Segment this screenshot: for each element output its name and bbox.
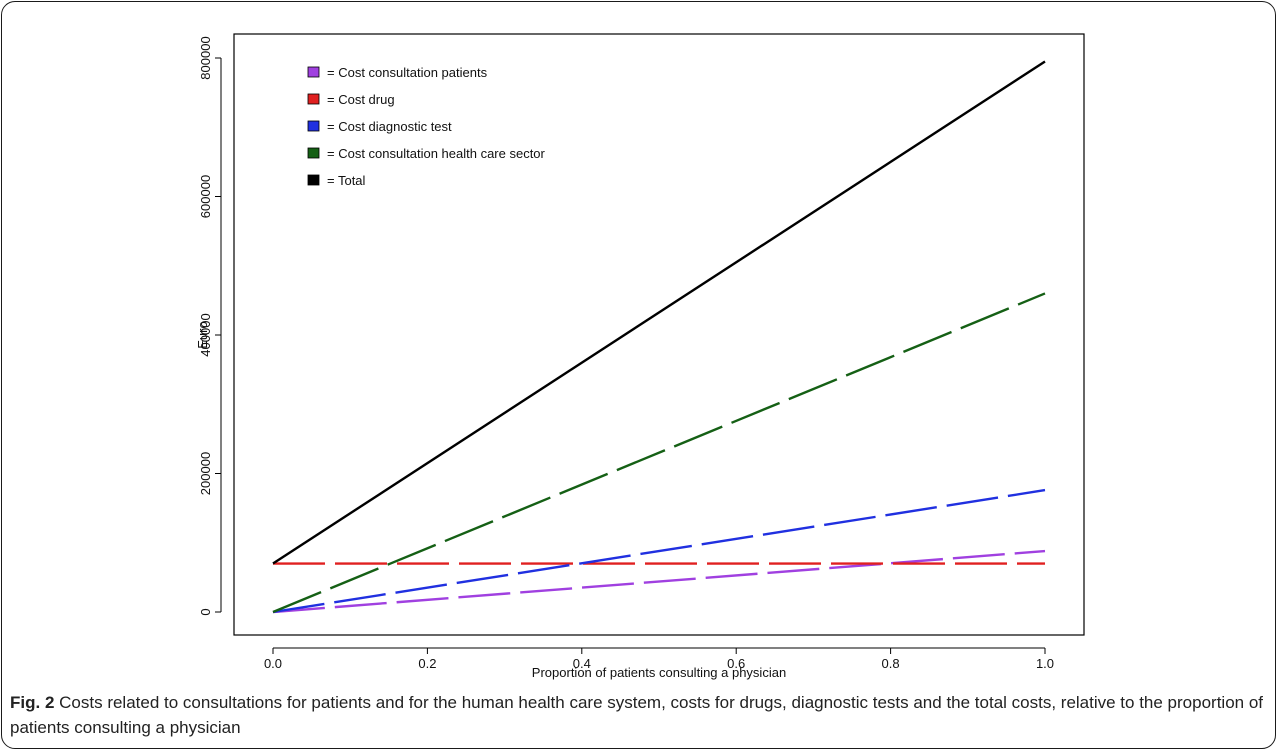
legend-label: = Cost consultation patients — [327, 65, 488, 80]
legend-swatch — [307, 147, 320, 159]
x-axis: 0.0 0.2 0.4 0.6 0.8 1.0 — [264, 647, 1054, 671]
x-axis-label: Proportion of patients consulting a phys… — [532, 665, 786, 680]
series-line — [272, 549, 1046, 614]
y-axis: 0 200000 400000 600000 800000 — [198, 36, 222, 616]
series-layer — [272, 60, 1046, 614]
legend-label: = Total — [327, 173, 366, 188]
x-tick-label: 0.8 — [882, 656, 900, 671]
x-tick-label: 0.0 — [264, 656, 282, 671]
y-tick-label: 400000 — [198, 313, 213, 356]
series-line — [272, 60, 1046, 565]
legend-swatch — [307, 66, 320, 78]
y-axis-label: Euro — [195, 321, 210, 348]
legend-label: = Cost diagnostic test — [327, 119, 452, 134]
y-tick-label: 200000 — [198, 452, 213, 495]
figure-caption-text: Costs related to consultations for patie… — [10, 693, 1264, 737]
legend: = Cost consultation patients = Cost drug =… — [307, 65, 546, 188]
legend-label: = Cost drug — [327, 92, 395, 107]
legend-swatch — [307, 93, 320, 105]
series-line — [272, 292, 1046, 614]
legend-label: = Cost consultation health care sector — [327, 146, 546, 161]
legend-swatch — [307, 174, 320, 186]
x-tick-label: 0.2 — [418, 656, 436, 671]
x-tick-label: 0.4 — [573, 656, 591, 671]
x-tick-label: 1.0 — [1036, 656, 1054, 671]
legend-swatch — [307, 120, 320, 132]
line-chart: 0.0 0.2 0.4 0.6 0.8 1.0 0 200000 400000 600000 80… — [195, 33, 1085, 680]
y-tick-label: 600000 — [198, 175, 213, 218]
plot-area-box — [233, 33, 1085, 636]
y-tick-label: 800000 — [198, 36, 213, 79]
figure-label: Fig. 2 — [10, 693, 55, 712]
figure-caption: Fig. 2 Costs related to consultations fo… — [10, 690, 1265, 740]
series-line — [272, 488, 1046, 614]
y-tick-label: 0 — [198, 608, 213, 615]
x-tick-label: 0.6 — [727, 656, 745, 671]
